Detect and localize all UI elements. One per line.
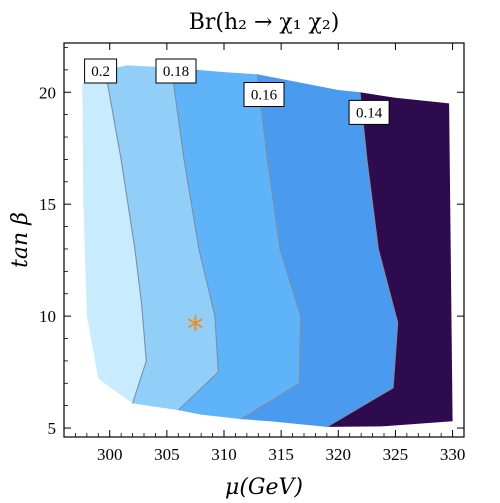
contour-label-0.18-text: 0.18 (163, 64, 189, 80)
contour-line-0.2 (104, 69, 147, 404)
x-tick-label: 310 (211, 445, 237, 464)
contour-line-0.14 (326, 92, 399, 428)
contour-label-0.14: 0.14 (348, 99, 390, 125)
benchmark-point-marker: * (187, 310, 204, 350)
chart-title: Br(h₂ → χ₁ χ₂) (189, 10, 340, 35)
x-tick-label: 315 (268, 445, 294, 464)
contour-label-0.16-text: 0.16 (251, 88, 278, 104)
x-axis-label: μ(GeV) (225, 475, 303, 500)
contour-line-0.18 (170, 67, 219, 411)
plot-area (82, 65, 453, 428)
y-tick-label: 5 (48, 419, 57, 438)
contour-label-0.2-text: 0.2 (91, 64, 110, 80)
contour-label-0.2: 0.2 (84, 58, 118, 84)
contour-line-0.16 (240, 74, 302, 420)
region-0.14-to-0.16 (241, 74, 398, 427)
region-0.16-to-0.18 (171, 67, 301, 420)
x-tick-label: 300 (97, 445, 123, 464)
y-axis: 5 10 15 20 (39, 47, 464, 438)
plot-frame (63, 42, 465, 438)
y-axis-label: tan β (8, 212, 33, 268)
y-tick-label: 15 (39, 195, 56, 214)
x-tick-label: 330 (440, 445, 466, 464)
x-tick-label: 325 (383, 445, 409, 464)
x-tick-label: 305 (154, 445, 180, 464)
region-above-0.2 (82, 69, 147, 404)
contour-label-0.16: 0.16 (243, 82, 285, 107)
y-tick-label: 10 (39, 307, 56, 326)
x-axis: 300 305 310 315 320 325 330 (75, 43, 465, 464)
contour-label-0.18: 0.18 (155, 58, 197, 84)
x-tick-label: 320 (326, 445, 352, 464)
contour-label-0.14-text: 0.14 (356, 105, 383, 121)
region-0.18-to-0.2 (105, 65, 219, 411)
region-below-0.14 (326, 92, 453, 427)
y-tick-label: 20 (39, 83, 56, 102)
